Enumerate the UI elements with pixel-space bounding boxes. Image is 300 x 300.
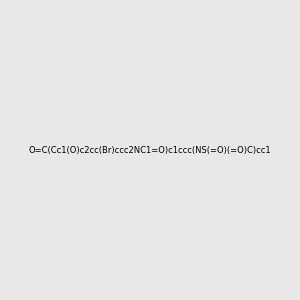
Text: O=C(Cc1(O)c2cc(Br)ccc2NC1=O)c1ccc(NS(=O)(=O)C)cc1: O=C(Cc1(O)c2cc(Br)ccc2NC1=O)c1ccc(NS(=O)… (29, 146, 271, 154)
